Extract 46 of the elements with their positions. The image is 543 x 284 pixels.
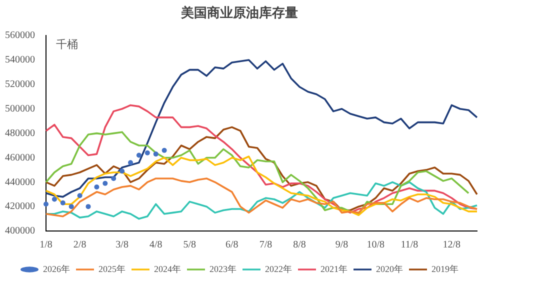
y-tick-label: 400000 <box>5 226 35 237</box>
legend-label: 2025年 <box>98 264 126 274</box>
y-axis-title: 千桶 <box>56 38 78 51</box>
point <box>60 200 66 206</box>
y-tick-label: 560000 <box>5 30 35 42</box>
y-tick-label: 460000 <box>5 152 35 164</box>
chart-title: 美国商业原油库存量 <box>180 5 298 20</box>
point <box>52 196 57 202</box>
x-tick-label: 2/8 <box>73 240 86 251</box>
x-tick-label: 9/8 <box>335 240 348 251</box>
x-tick-label: 12/8 <box>442 240 461 251</box>
point <box>44 202 48 207</box>
x-tick-label: 1/8 <box>40 240 52 251</box>
legend-label: 2024年 <box>154 264 181 274</box>
legend-label: 2020年 <box>376 264 403 274</box>
y-tick-label: 420000 <box>5 201 35 212</box>
x-tick-label: 7/8 <box>259 240 272 251</box>
x-tick-label: 11/8 <box>400 240 418 251</box>
point <box>102 180 108 186</box>
point <box>111 176 116 181</box>
x-tick-label: 8/8 <box>293 240 306 251</box>
y-tick-label: 520000 <box>5 79 35 90</box>
legend-label: 2021年 <box>320 264 348 274</box>
point <box>153 152 158 157</box>
y-tick-label: 440000 <box>5 176 35 188</box>
point <box>162 148 167 153</box>
point <box>77 193 82 198</box>
x-tick-label: 5/8 <box>183 240 196 251</box>
point <box>68 204 74 210</box>
y-tick-label: 480000 <box>5 128 35 139</box>
legend-label: 2023年 <box>210 264 236 274</box>
legend-label: 2019年 <box>432 264 458 274</box>
point <box>94 184 100 190</box>
y-tick-label: 500000 <box>5 104 35 114</box>
point <box>120 168 125 174</box>
y-tick-label: 540000 <box>5 54 35 66</box>
point <box>86 204 91 210</box>
legend-label: 2026年 <box>43 264 70 274</box>
x-tick-label: 10/8 <box>366 240 384 251</box>
point <box>144 150 150 156</box>
point <box>136 152 142 158</box>
x-tick-label: 6/8 <box>226 240 238 251</box>
legend-label: 2022年 <box>265 264 292 274</box>
point <box>128 160 134 166</box>
x-tick-label: 3/8 <box>116 240 128 251</box>
x-tick-label: 4/8 <box>149 240 162 251</box>
